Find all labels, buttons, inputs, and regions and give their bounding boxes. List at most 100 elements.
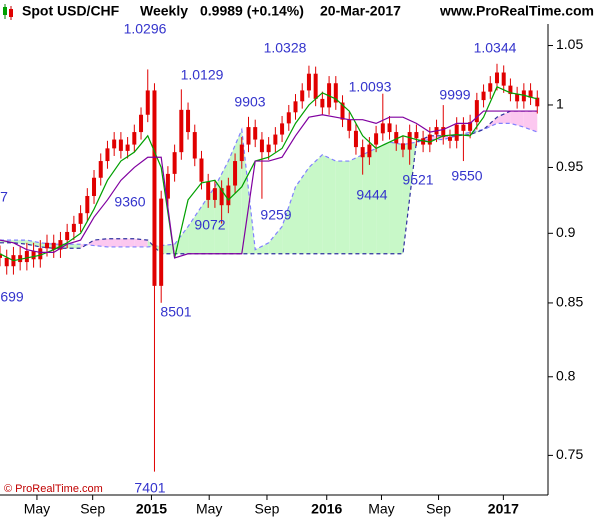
candle-body [313, 73, 318, 99]
candle-body [488, 83, 493, 92]
candle-body [118, 139, 123, 151]
annotation: 9259 [260, 207, 291, 223]
candle-body [24, 251, 29, 263]
annotation: 1.0344 [474, 40, 517, 56]
indicator-line [0, 110, 538, 259]
candle-body [179, 109, 184, 153]
candle-body [441, 127, 446, 138]
cloud-segment [107, 238, 121, 247]
annotation: 7 [0, 189, 8, 205]
candle-body [515, 94, 520, 102]
cloud-segment [120, 238, 135, 247]
candle-body [300, 90, 305, 102]
annotation: 9521 [402, 172, 433, 188]
x-tick-label: May [196, 501, 222, 517]
y-tick-label: 0.95 [556, 158, 583, 174]
candle-body [172, 152, 177, 174]
cloud-segment [523, 111, 538, 133]
candle-body [508, 85, 513, 95]
annotation: 1.0328 [264, 40, 307, 56]
candle-body [186, 109, 191, 133]
date: 20-Mar-2017 [320, 3, 401, 19]
candle-body [407, 132, 412, 150]
cloud-segment [268, 226, 283, 254]
candle-body [139, 114, 144, 133]
span-a-line [0, 122, 538, 251]
candle-body [461, 124, 466, 131]
candle-body [219, 188, 224, 206]
annotation: 9360 [114, 194, 145, 210]
candle-body [340, 102, 345, 120]
candle-body [474, 100, 479, 123]
y-tick-label: 0.85 [556, 294, 583, 310]
header-icon [3, 4, 13, 20]
candle-body [45, 242, 50, 249]
candle-body [233, 161, 238, 186]
cloud-segment [349, 154, 363, 254]
candle-body [112, 139, 117, 149]
candle-body [4, 257, 9, 267]
candle-body [246, 127, 251, 145]
y-tick-label: 0.75 [556, 446, 583, 462]
candle-body [51, 242, 56, 250]
candle-body [266, 144, 271, 153]
candle-body [421, 138, 426, 145]
annotation: 1.0129 [181, 67, 224, 83]
candle-body [38, 248, 43, 260]
y-tick-label: 0.8 [556, 367, 576, 383]
candle-body [65, 231, 70, 241]
y-tick-label: 0.9 [556, 224, 576, 240]
candle-body [528, 90, 533, 98]
candle-body [501, 72, 506, 86]
x-tick-label: Sep [80, 501, 105, 517]
candle-body [212, 188, 217, 200]
x-tick-label: May [24, 501, 50, 517]
candle-body [367, 144, 372, 158]
candle-body [347, 119, 352, 131]
cloud-segment [147, 240, 162, 254]
candle-body [259, 139, 264, 153]
candle-body [125, 144, 130, 151]
cloud-segment [188, 206, 202, 254]
source: www.ProRealTime.com [439, 3, 594, 19]
header-bar [0, 0, 600, 24]
candle-body [306, 73, 311, 91]
annotation: 1.0093 [349, 79, 392, 95]
candle-body [165, 173, 170, 199]
annotation: 9444 [356, 187, 387, 203]
cloud-segment [295, 167, 309, 254]
cloud-segment [67, 244, 81, 249]
candle-body [92, 177, 97, 196]
x-tick-label: 2016 [311, 501, 342, 517]
candle-body [239, 144, 244, 162]
last-price: 0.9989 (+0.14%) [200, 3, 304, 19]
candle-body [145, 90, 150, 115]
candle-body [199, 158, 204, 182]
x-tick-label: 2015 [136, 501, 167, 517]
candle-body [78, 213, 83, 224]
indicator-line [0, 86, 538, 262]
title: Spot USD/CHF [22, 3, 120, 19]
plot-area: 1.0296 1.0129 9903 1.0328 1.0093 9999 1.0344 93… [0, 21, 540, 496]
candle-body [31, 251, 36, 260]
annotation: 9999 [439, 87, 470, 103]
candle-body [226, 185, 231, 206]
candle-body [353, 130, 358, 148]
candle-body [360, 147, 365, 158]
cloud-segment [134, 238, 148, 247]
cloud-segment [255, 242, 269, 254]
y-tick-label: 1.05 [556, 36, 583, 52]
candle-body [58, 240, 63, 250]
candle-body [333, 83, 338, 103]
candle-body [468, 122, 473, 131]
candle-body [253, 127, 258, 140]
candle-body [414, 132, 419, 139]
candle-body [286, 112, 291, 124]
timeframe: Weekly [140, 3, 188, 19]
candle-body [454, 124, 459, 141]
candle-body [380, 123, 385, 134]
cloud-segment [402, 142, 417, 254]
candle-body [192, 132, 197, 159]
candle-body [320, 98, 325, 108]
